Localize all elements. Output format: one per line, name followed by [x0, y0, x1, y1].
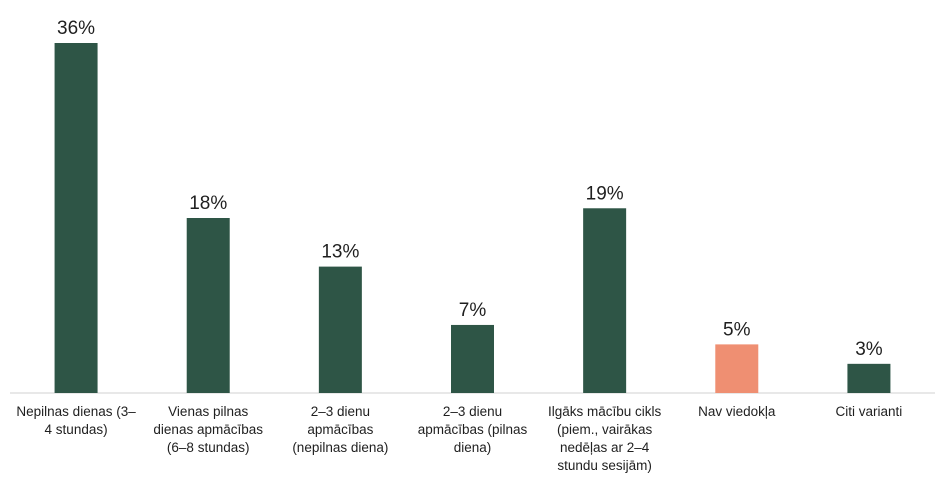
bar-1 [54, 43, 98, 393]
bar-7 [847, 363, 891, 393]
value-labels-group: 36% 18% 13% 7% 19% 5% 3% [57, 18, 883, 360]
value-label-5: 19% [586, 183, 624, 204]
value-label-7: 3% [855, 339, 883, 360]
category-label-1: Nepilnas dienas (3– 4 stundas) [16, 404, 136, 437]
bars-group [54, 43, 891, 393]
category-label-4: 2–3 dienu apmācības (pilnas diena) [418, 404, 528, 455]
category-label-7: Citi varianti [836, 404, 903, 419]
bar-5 [583, 208, 627, 393]
bar-4 [451, 324, 494, 393]
value-label-3: 13% [321, 242, 359, 263]
category-label-2: Vienas pilnas dienas apmācības (6–8 stunda… [153, 404, 263, 455]
value-label-2: 18% [189, 193, 227, 214]
category-label-6: Nav viedokļa [698, 404, 776, 419]
category-label-3: 2–3 dienu apmācības (nepilnas diena) [292, 404, 388, 455]
category-labels-group: Nepilnas dienas (3– 4 stundas) Vienas piln… [16, 404, 902, 473]
bar-3 [318, 266, 362, 393]
category-label-5: Ilgāks mācību cikls (piem., vairākas nedēļ… [548, 404, 662, 473]
value-label-6: 5% [723, 319, 751, 340]
bar-6 [715, 344, 759, 393]
value-label-1: 36% [57, 18, 95, 39]
bar-2 [186, 218, 230, 393]
value-label-4: 7% [459, 300, 487, 321]
